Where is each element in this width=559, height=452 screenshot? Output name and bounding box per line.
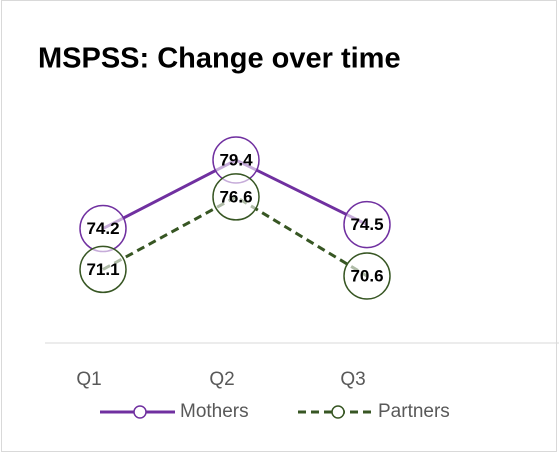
data-label: 79.4 xyxy=(219,150,253,169)
series-line xyxy=(102,195,368,278)
data-label: 74.5 xyxy=(350,215,383,234)
data-label: 76.6 xyxy=(219,187,252,206)
legend-label: Mothers xyxy=(180,401,249,422)
data-point xyxy=(343,200,391,249)
x-tick-label: Q3 xyxy=(340,369,365,390)
chart-title: MSPSS: Change over time xyxy=(38,43,401,75)
data-point xyxy=(343,252,391,300)
data-label: 70.6 xyxy=(350,266,383,285)
legend-marker xyxy=(133,405,147,419)
data-point xyxy=(79,245,127,294)
x-tick-label: Q1 xyxy=(76,369,101,390)
data-label: 71.1 xyxy=(86,260,119,279)
x-tick-label: Q2 xyxy=(209,369,234,390)
data-label: 74.2 xyxy=(86,219,119,238)
legend-marker xyxy=(331,405,345,419)
legend-label: Partners xyxy=(378,401,450,422)
data-point xyxy=(212,173,260,221)
